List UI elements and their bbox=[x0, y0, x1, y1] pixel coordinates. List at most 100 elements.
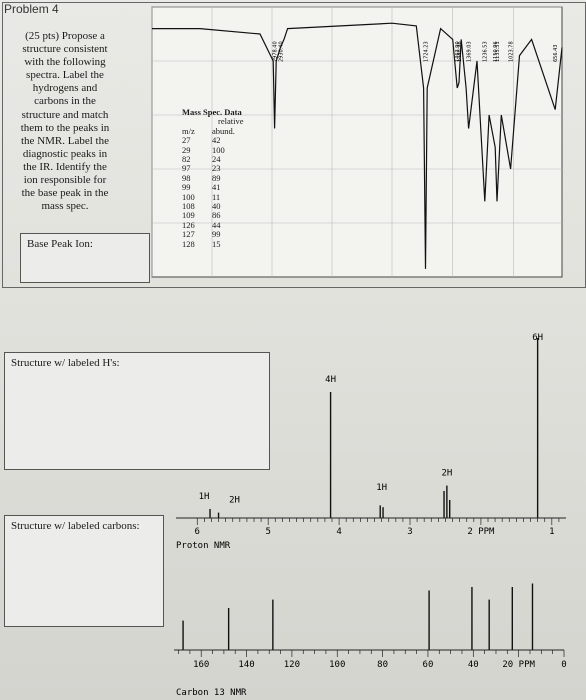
structure-c-box[interactable]: Structure w/ labeled carbons: bbox=[4, 515, 164, 627]
proton-nmr-integrations: 6H 4H 2H 1H 1H 2H bbox=[199, 333, 543, 506]
ms-row: 99 41 bbox=[182, 182, 243, 193]
base-peak-box[interactable]: Base Peak Ion: bbox=[20, 233, 150, 283]
carbon-nmr-tick-label: 20 PPM bbox=[502, 660, 535, 670]
ms-mz-value: 82 bbox=[182, 154, 191, 165]
ms-abund-value: 100 bbox=[212, 144, 225, 155]
ir-peak-label: 1135.51 bbox=[495, 41, 501, 62]
carbon-nmr-tick-label: 160 bbox=[193, 660, 209, 670]
prompt-line: hydrogens and bbox=[32, 82, 98, 95]
proton-nmr-peaks bbox=[209, 338, 539, 518]
ms-mz-value: 100 bbox=[182, 191, 195, 202]
ir-peak-label: 656.43 bbox=[553, 45, 559, 63]
proton-nmr-integration: 1H bbox=[199, 492, 210, 502]
ms-header-relative: relative bbox=[218, 116, 244, 127]
ir-peak-label: 1463.90 bbox=[455, 41, 461, 62]
carbon-nmr-tick-label: 120 bbox=[284, 660, 300, 670]
ms-row: 126 44 bbox=[182, 219, 243, 230]
ms-mz-value: 128 bbox=[182, 238, 195, 249]
prompt-line: them to the peaks in bbox=[20, 121, 110, 134]
ms-mz-value: 27 bbox=[182, 135, 191, 146]
carbon-nmr-peaks bbox=[182, 583, 534, 650]
ms-row: 127 99 bbox=[182, 229, 243, 240]
ir-peak-label: 1150.96 bbox=[493, 41, 499, 62]
ir-grid bbox=[151, 6, 562, 277]
proton-nmr-integration: 4H bbox=[325, 375, 336, 385]
prompt-line: the base peak in the bbox=[21, 187, 109, 200]
proton-nmr-tick-label: 2 PPM bbox=[467, 527, 495, 537]
mass-spec-title: Mass Spec. Data bbox=[182, 107, 242, 117]
prompt-line: mass spec. bbox=[41, 200, 89, 213]
ms-mz-value: 108 bbox=[182, 201, 195, 212]
ms-mz-value: 126 bbox=[182, 219, 195, 230]
ms-abund-value: 11 bbox=[212, 191, 221, 202]
ms-abund-value: 40 bbox=[212, 201, 221, 212]
ms-abund-value: 86 bbox=[212, 210, 221, 221]
ir-peak-label: 2930.40 bbox=[278, 41, 284, 62]
ms-row: 97 23 bbox=[182, 163, 243, 174]
carbon-nmr-label: Carbon 13 NMR bbox=[176, 688, 247, 698]
ir-peak-label: 2978.40 bbox=[273, 41, 279, 62]
carbon-nmr-tick-label: 140 bbox=[238, 660, 254, 670]
ms-row: 108 40 bbox=[182, 201, 243, 212]
ms-row: 98 89 bbox=[182, 172, 243, 183]
ms-header-row: m/z abund. bbox=[182, 125, 243, 136]
ms-mz-value: 29 bbox=[182, 144, 191, 155]
prompt-line: spectra. Label the bbox=[26, 69, 104, 82]
base-peak-label: Base Peak Ion: bbox=[27, 238, 93, 250]
ms-mz-value: 99 bbox=[182, 182, 191, 193]
carbon-nmr-tick-label: 40 bbox=[468, 660, 479, 670]
carbon-nmr-tick-label: 100 bbox=[329, 660, 345, 670]
prompt-line: structure consistent bbox=[22, 43, 108, 56]
carbon-nmr-tick-label: 60 bbox=[423, 660, 434, 670]
prompt-line: the IR. Identify the bbox=[23, 160, 107, 173]
ir-peak-label: 1236.53 bbox=[483, 41, 489, 62]
proton-nmr-tick-label: 6 bbox=[195, 527, 200, 537]
ms-abund-value: 24 bbox=[212, 154, 221, 165]
prompt-line: the NMR. Label the bbox=[21, 134, 109, 147]
structure-h-label: Structure w/ labeled H's: bbox=[11, 357, 120, 369]
prompt-line: with the following bbox=[24, 56, 106, 69]
ms-mz-value: 98 bbox=[182, 172, 191, 183]
proton-nmr-label: Proton NMR bbox=[176, 541, 231, 551]
ms-row: 29 100 bbox=[182, 144, 243, 155]
ms-abund-value: 15 bbox=[212, 238, 221, 249]
proton-nmr-integration: 1H bbox=[376, 483, 387, 493]
ir-peak-label: 1023.78 bbox=[509, 41, 515, 62]
prompt-line: diagnostic peaks in bbox=[22, 147, 108, 160]
ms-rows: 27 42 29 100 82 24 97 23 98 89 99 41 100 11 108 40 109 86… bbox=[182, 135, 243, 249]
ms-row: 100 11 bbox=[182, 191, 243, 202]
proton-nmr-integration: 2H bbox=[229, 496, 240, 506]
mass-spec-table: Mass Spec. Data relative m/z abund. 27 42… bbox=[182, 107, 244, 249]
proton-nmr-integration: 6H bbox=[532, 333, 543, 343]
carbon-nmr-spectrum: 160 140 120 100 80 60 40 20 PPM 0 Carbon 13 NMR bbox=[174, 583, 567, 698]
ir-peak-label: 1448.96 bbox=[457, 41, 463, 62]
ms-mz-value: 97 bbox=[182, 163, 191, 174]
carbon-nmr-axis: 160 140 120 100 80 60 40 20 PPM 0 bbox=[178, 650, 567, 670]
problem-prompt: (25 pts) Propose a structure consistent wi… bbox=[8, 30, 122, 213]
proton-nmr-integration: 2H bbox=[441, 469, 452, 479]
ir-peak-label: 1724.23 bbox=[423, 41, 429, 62]
structure-h-box[interactable]: Structure w/ labeled H's: bbox=[4, 352, 270, 470]
ms-header-mz: m/z bbox=[182, 125, 195, 136]
prompt-line: (25 pts) Propose a bbox=[25, 30, 105, 42]
proton-nmr-spectrum: 6H 4H 2H 1H 1H 2H 6 5 4 3 2 PPM 1 Proton NMR bbox=[176, 333, 566, 551]
carbon-nmr-tick-label: 80 bbox=[377, 660, 388, 670]
ms-row: 128 15 bbox=[182, 238, 243, 249]
ms-row: 27 42 bbox=[182, 135, 243, 146]
proton-nmr-tick-label: 3 bbox=[407, 527, 412, 537]
ms-row: 109 86 bbox=[182, 210, 243, 221]
ms-abund-value: 89 bbox=[212, 172, 221, 183]
ms-row: 82 24 bbox=[182, 154, 243, 165]
prompt-line: carbons in the bbox=[34, 95, 96, 108]
ir-trace bbox=[152, 22, 563, 269]
prompt-line: structure and match bbox=[21, 108, 109, 121]
ms-abund-value: 23 bbox=[212, 163, 221, 174]
ms-mz-value: 127 bbox=[182, 229, 195, 240]
ms-abund-value: 42 bbox=[212, 135, 221, 146]
proton-nmr-axis: 6 5 4 3 2 PPM 1 bbox=[195, 518, 560, 537]
ms-header-abund: abund. bbox=[212, 125, 235, 136]
ms-abund-value: 44 bbox=[212, 219, 221, 230]
